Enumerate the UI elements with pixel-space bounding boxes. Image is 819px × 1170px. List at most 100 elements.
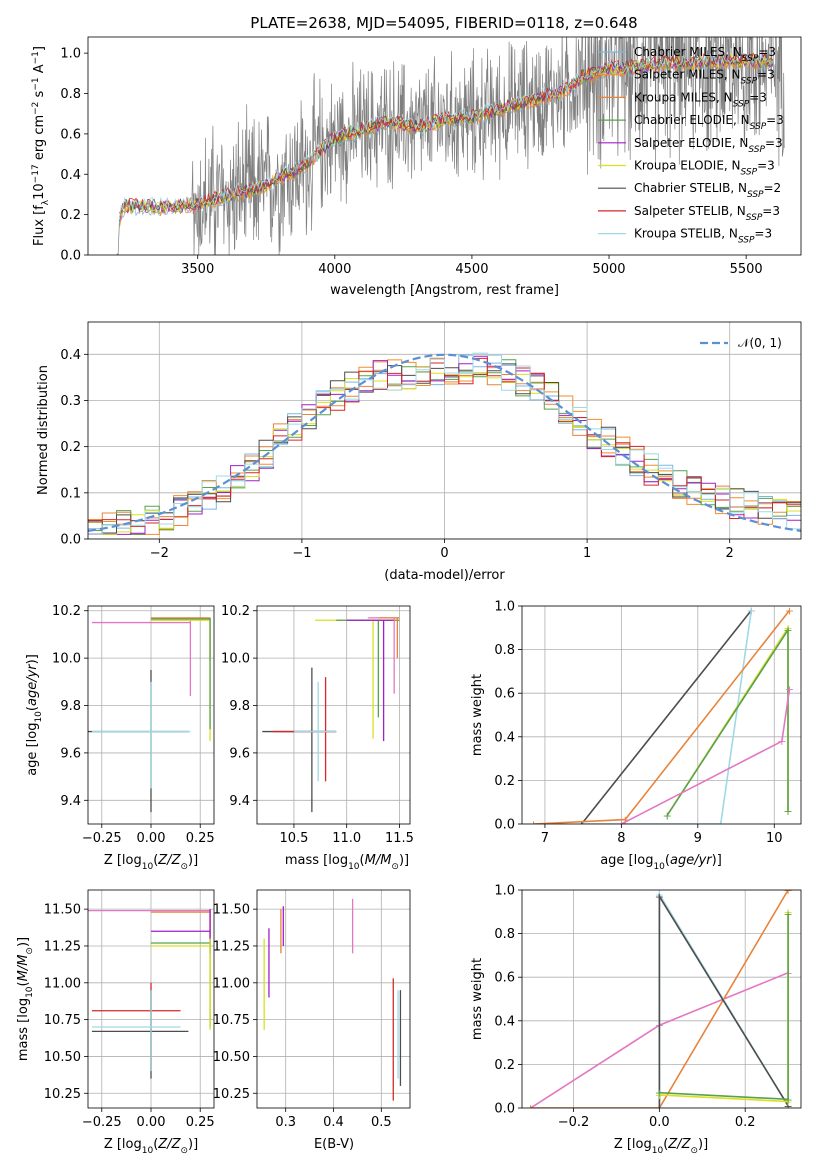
weight-line-5 bbox=[621, 688, 791, 824]
figure-title: PLATE=2638, MJD=54095, FIBERID=0118, z=0… bbox=[250, 14, 637, 32]
x-tick-label: 4500 bbox=[455, 262, 488, 277]
y-tick-label: 1.0 bbox=[60, 47, 81, 62]
axes-mass_vs_Z: −0.25 0.00 0.25 10.25 10.50 10.75 11.00 11.25 11… bbox=[16, 889, 215, 1156]
y-tick-label: 0.0 bbox=[494, 1102, 515, 1117]
y-tick-label: 0.3 bbox=[60, 394, 81, 409]
y-tick-label: 11.50 bbox=[44, 903, 81, 918]
x-tick-label: 7 bbox=[541, 831, 549, 846]
x-tick-label: 10 bbox=[766, 831, 783, 846]
axes-frame bbox=[521, 889, 802, 1109]
weight-marker: + bbox=[526, 1102, 535, 1115]
y-tick-label: 0.0 bbox=[494, 818, 515, 833]
y-tick-label: 0.4 bbox=[60, 168, 81, 183]
y-tick-label: 0.1 bbox=[60, 486, 81, 501]
y-axis-label: mass [log10(M/M⊙)] bbox=[16, 937, 35, 1061]
axes-spectrum: 3500 4000 4500 5000 5500 0.0 0.2 0.4 0.6 0.8 1.0 Ch… bbox=[31, 36, 802, 298]
plot-area-mass_vs_EBV bbox=[257, 890, 410, 1108]
axes-frame bbox=[87, 889, 215, 1109]
axes-frame bbox=[256, 605, 411, 825]
weight-line-3 bbox=[658, 893, 789, 1108]
y-tick-label: 10.25 bbox=[213, 1087, 250, 1102]
y-tick-label: 10.50 bbox=[213, 1050, 250, 1065]
weight-marker: + bbox=[783, 622, 792, 635]
y-tick-label: 11.25 bbox=[213, 939, 250, 954]
axes-frame bbox=[87, 321, 802, 540]
x-tick-label: −1 bbox=[292, 546, 311, 561]
weight-marker: + bbox=[655, 1087, 664, 1100]
weight-marker: + bbox=[655, 891, 664, 904]
weight-marker: + bbox=[526, 1102, 535, 1115]
model-line-7 bbox=[119, 51, 774, 214]
plot-area-massweight_vs_age: +++ +++ +++++++++++ bbox=[522, 604, 801, 831]
x-tick-label: 8 bbox=[617, 831, 625, 846]
weight-marker: + bbox=[783, 805, 792, 818]
plot-area-mass_vs_Z bbox=[88, 890, 214, 1108]
legend-label: 𝒩(0, 1) bbox=[738, 336, 782, 350]
weight-marker: + bbox=[747, 604, 756, 617]
x-axis-label: age [log10(age/yr)] bbox=[600, 853, 722, 872]
weight-marker: + bbox=[784, 908, 793, 921]
x-tick-label: 0.25 bbox=[186, 1115, 215, 1130]
y-tick-label: 10.75 bbox=[44, 1013, 81, 1028]
plot-area-residuals bbox=[88, 322, 801, 539]
y-tick-label: 0.8 bbox=[60, 87, 81, 102]
y-tick-label: 1.0 bbox=[494, 600, 515, 615]
axes-frame bbox=[87, 605, 215, 825]
x-tick-label: −0.25 bbox=[82, 1115, 122, 1130]
y-tick-label: 10.0 bbox=[221, 652, 250, 667]
x-axis-label: Z [log10(Z/Z⊙)] bbox=[104, 1137, 198, 1156]
y-tick-label: 11.25 bbox=[44, 939, 81, 954]
observed-spectrum-line bbox=[116, 37, 785, 255]
x-axis-label: (data-model)/error bbox=[384, 568, 505, 583]
histogram-step-8 bbox=[88, 352, 801, 535]
x-tick-label: −0.25 bbox=[82, 831, 122, 846]
legend-label: Kroupa STELIB, NSSP=3 bbox=[634, 227, 772, 246]
y-tick-label: 10.2 bbox=[52, 604, 81, 619]
x-tick-label: 11.5 bbox=[385, 831, 414, 846]
y-tick-label: 10.0 bbox=[52, 652, 81, 667]
x-tick-label: 11.0 bbox=[332, 831, 361, 846]
y-axis-label: mass weight bbox=[470, 958, 485, 1040]
y-tick-label: 0.2 bbox=[494, 1058, 515, 1073]
y-tick-label: 10.50 bbox=[44, 1050, 81, 1065]
model-line-8 bbox=[119, 51, 774, 221]
x-tick-label: 1 bbox=[583, 546, 591, 561]
axes-age_vs_mass: 10.5 11.0 11.5 9.4 9.6 9.8 10.0 10.2 mass [log10… bbox=[221, 604, 414, 872]
weight-marker: + bbox=[579, 818, 588, 831]
plot-area-massweight_vs_Z: ++++ ++++++++++++++ bbox=[522, 890, 801, 1115]
y-tick-label: 0.2 bbox=[60, 208, 81, 223]
y-tick-label: 0.2 bbox=[494, 774, 515, 789]
y-tick-label: 10.75 bbox=[213, 1013, 250, 1028]
y-tick-label: 0.0 bbox=[60, 533, 81, 548]
x-tick-label: 0.2 bbox=[735, 1115, 756, 1130]
x-tick-label: 5500 bbox=[730, 262, 763, 277]
x-tick-label: 0.00 bbox=[137, 831, 166, 846]
gaussian-curve bbox=[88, 353, 801, 532]
weight-line-1 bbox=[583, 610, 753, 824]
y-tick-label: 10.25 bbox=[44, 1087, 81, 1102]
weight-marker: + bbox=[785, 604, 794, 617]
weight-line-4 bbox=[666, 627, 789, 816]
axes-residuals: −2 −1 0 1 2 0.0 0.1 0.2 0.3 0.4 𝒩(0, 1) (data-model… bbox=[36, 321, 802, 583]
axes-massweight_vs_Z: ++++ ++++++++++++++−0.2 0.0 0.2 0.0 0.2 0.4 0.6… bbox=[470, 884, 802, 1156]
weight-marker: + bbox=[784, 1095, 793, 1108]
y-tick-label: 0.6 bbox=[494, 971, 515, 986]
y-tick-label: 1.0 bbox=[494, 884, 515, 899]
x-tick-label: 0 bbox=[440, 546, 448, 561]
y-tick-label: 0.8 bbox=[494, 927, 515, 942]
weight-marker: + bbox=[784, 906, 793, 919]
x-tick-label: −0.2 bbox=[558, 1115, 590, 1130]
legend-label: Salpeter MILES, NSSP=3 bbox=[634, 68, 775, 87]
weight-marker: + bbox=[783, 624, 792, 637]
y-tick-label: 9.6 bbox=[60, 746, 81, 761]
axes-mass_vs_EBV: 0.3 0.4 0.5 10.25 10.50 10.75 11.00 11.25 11.50 E… bbox=[213, 889, 411, 1152]
weight-marker: + bbox=[785, 683, 794, 696]
axes-age_vs_Z: −0.25 0.00 0.25 9.4 9.6 9.8 10.0 10.2 Z [log10(Z… bbox=[25, 604, 215, 872]
x-tick-label: 0.25 bbox=[186, 831, 215, 846]
plot-area-spectrum bbox=[116, 37, 785, 255]
legend-label: Kroupa ELODIE, NSSP=3 bbox=[634, 159, 775, 178]
weight-marker: + bbox=[655, 1089, 664, 1102]
y-tick-label: 9.6 bbox=[229, 746, 250, 761]
y-tick-label: 11.00 bbox=[213, 976, 250, 991]
x-axis-label: Z [log10(Z/Z⊙)] bbox=[104, 853, 198, 872]
